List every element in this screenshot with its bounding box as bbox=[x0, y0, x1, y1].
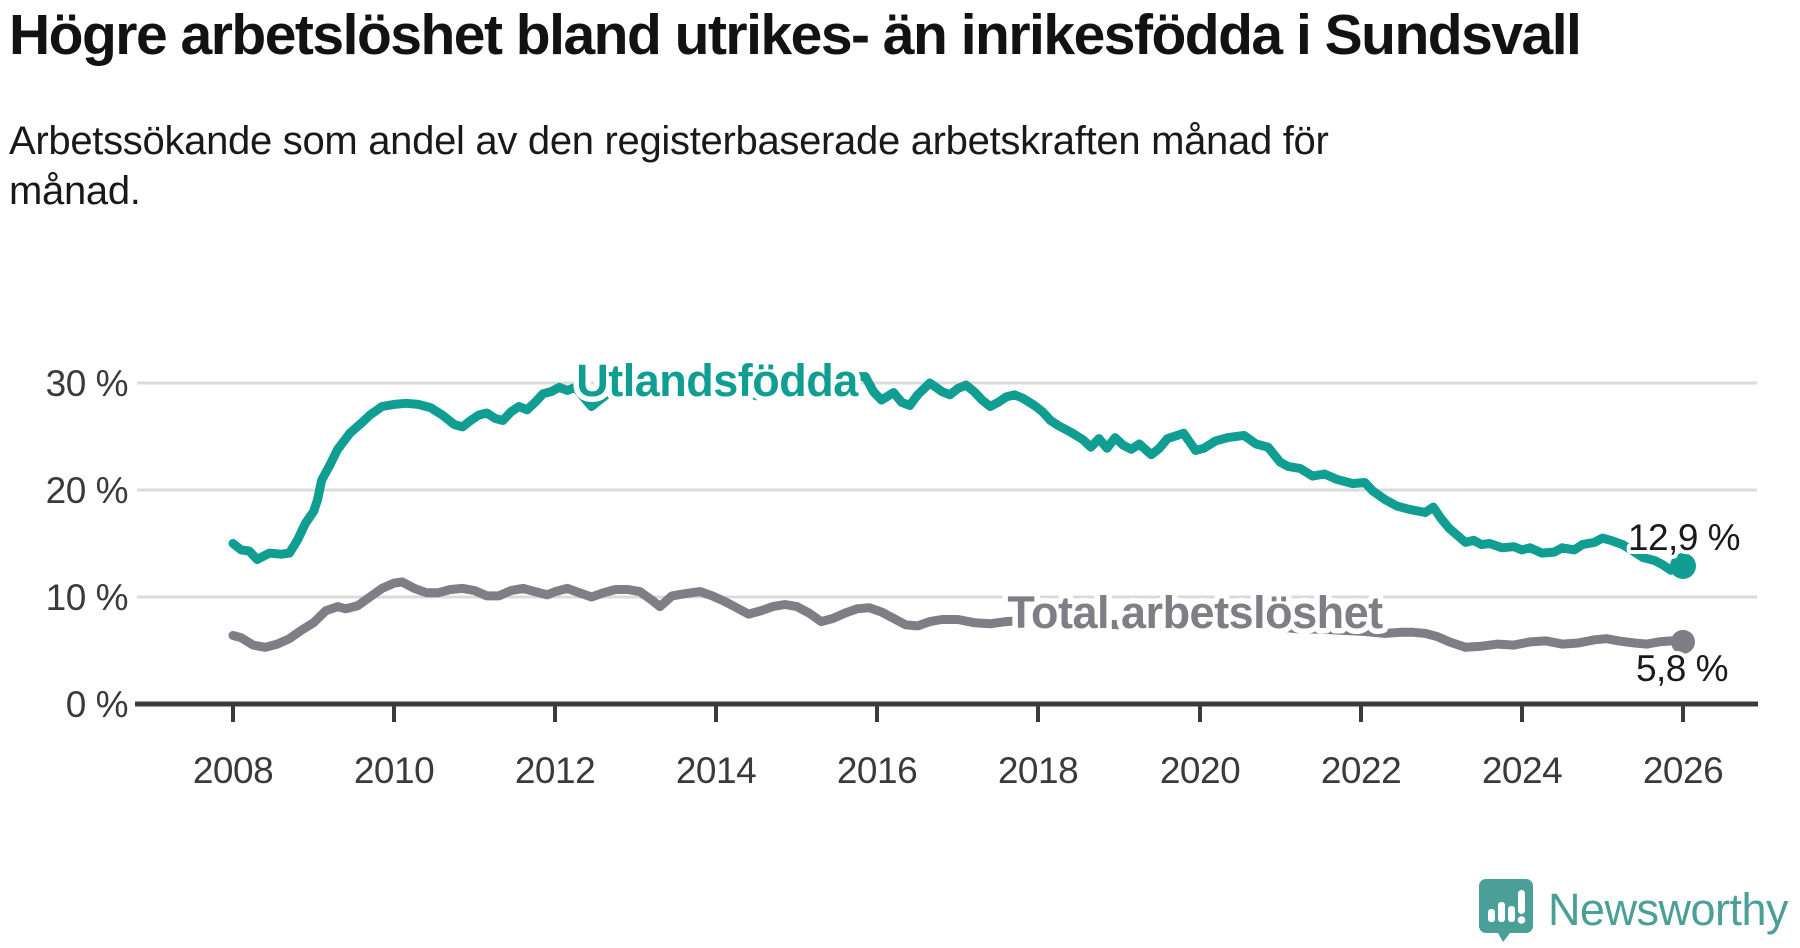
y-axis-labels: 0 % 10 % 20 % 30 % bbox=[46, 363, 129, 725]
x-tick-label: 2014 bbox=[676, 750, 756, 791]
x-axis-labels: 2008 2010 2012 2014 2016 2018 2020 2022 … bbox=[193, 750, 1724, 791]
newsworthy-logo-text: Newsworthy bbox=[1547, 884, 1789, 935]
x-tick-label: 2008 bbox=[193, 750, 273, 791]
newsworthy-logo: Newsworthy bbox=[1478, 878, 1789, 942]
x-axis-ticks bbox=[231, 706, 1685, 722]
x-tick-label: 2016 bbox=[837, 750, 917, 791]
y-tick-label-0: 0 % bbox=[66, 684, 128, 725]
end-value-label-total-arbetsloshet: 5,8 % bbox=[1636, 648, 1728, 689]
series-endpoint-dot-utlandsfodda bbox=[1670, 553, 1696, 579]
x-tick-label: 2022 bbox=[1321, 750, 1401, 791]
series-line-utlandsfodda bbox=[228, 372, 1688, 575]
x-tick-label: 2024 bbox=[1482, 750, 1562, 791]
x-tick-label: 2012 bbox=[515, 750, 595, 791]
end-value-label-utlandsfodda: 12,9 % bbox=[1628, 517, 1740, 558]
series-label-total-arbetsloshet: Total arbetslöshet bbox=[1007, 587, 1383, 638]
speech-bubble-bar-chart-icon bbox=[1478, 879, 1533, 942]
page-title: Högre arbetslöshet bland utrikes- än inr… bbox=[9, 3, 1582, 67]
series-label-utlandsfodda: Utlandsfödda bbox=[576, 355, 859, 406]
y-tick-label-30: 30 % bbox=[46, 363, 128, 404]
series-line-total-arbetsloshet bbox=[228, 577, 1688, 652]
x-tick-label: 2026 bbox=[1643, 750, 1723, 791]
x-tick-label: 2010 bbox=[354, 750, 434, 791]
y-tick-label-10: 10 % bbox=[46, 577, 128, 618]
series-endpoint-dot-total-arbetsloshet bbox=[1671, 629, 1695, 654]
gridlines bbox=[137, 381, 1757, 599]
y-tick-label-20: 20 % bbox=[46, 470, 128, 511]
x-tick-label: 2018 bbox=[998, 750, 1078, 791]
page-subtitle: Arbetssökande som andel av den registerb… bbox=[9, 119, 1329, 214]
x-axis bbox=[135, 701, 1758, 722]
x-tick-label: 2020 bbox=[1160, 750, 1240, 791]
